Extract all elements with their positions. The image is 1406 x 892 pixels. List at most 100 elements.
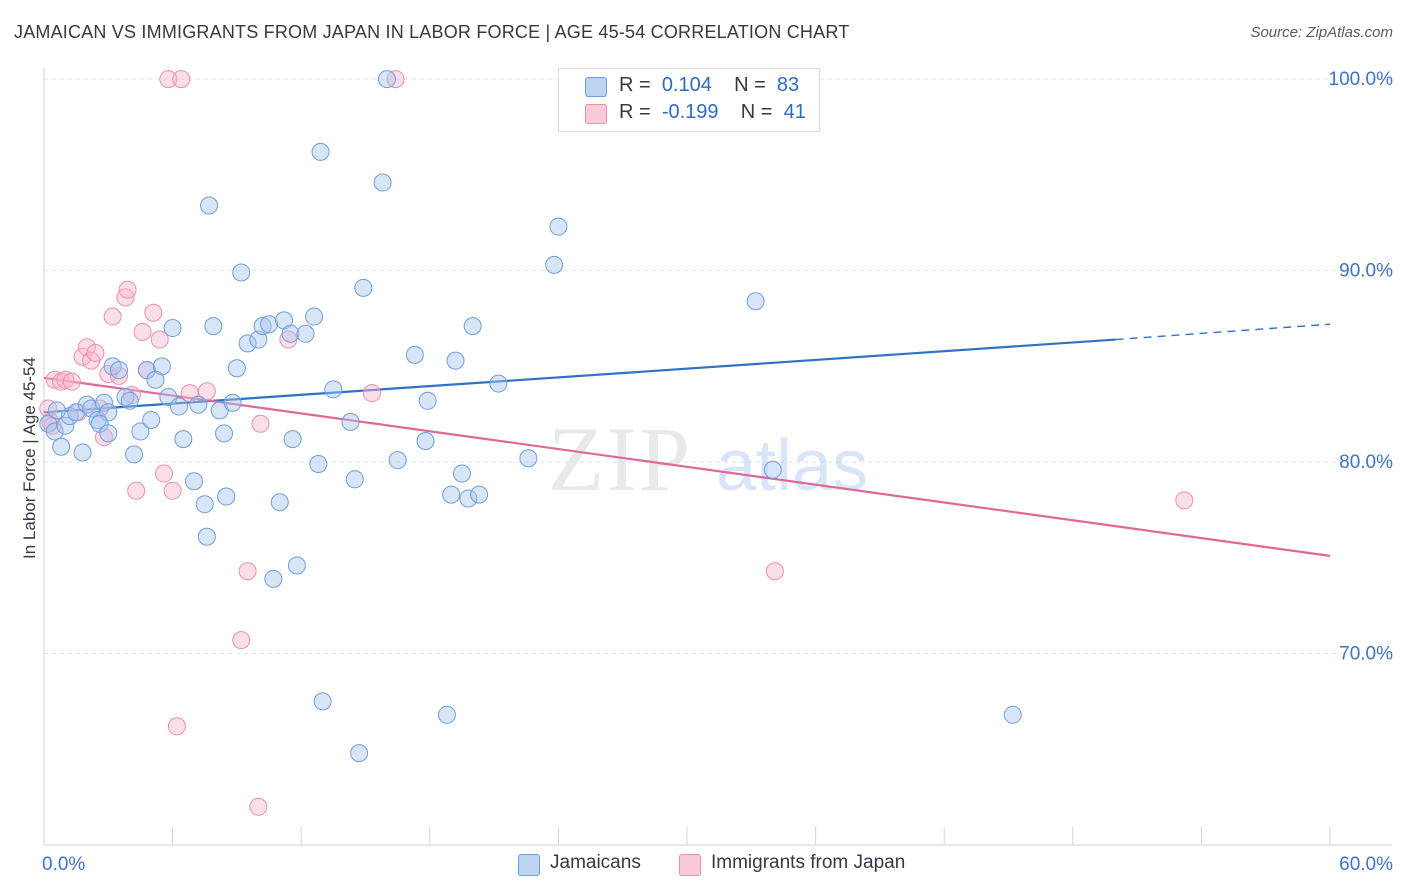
data-point-jamaicans <box>131 422 150 441</box>
data-point-jamaicans <box>174 430 193 449</box>
data-point-jamaicans <box>311 142 330 161</box>
y-tick-label: 100.0% <box>1329 69 1394 90</box>
data-point-jamaicans <box>52 437 71 456</box>
data-point-jamaicans <box>763 460 782 479</box>
data-point-japan <box>144 303 163 322</box>
legend-n-label: N = <box>740 101 773 123</box>
data-point-jamaicans <box>99 424 118 443</box>
data-point-jamaicans <box>67 403 86 422</box>
trend-line-dashed <box>1115 323 1331 341</box>
series-label-jamaicans: Jamaicans <box>550 852 641 873</box>
data-point-japan <box>56 370 75 389</box>
data-point-jamaicans <box>110 361 129 380</box>
data-point-jamaicans <box>195 495 214 514</box>
chart-title: JAMAICAN VS IMMIGRANTS FROM JAPAN IN LAB… <box>14 22 850 42</box>
data-point-japan <box>127 481 146 500</box>
data-point-jamaicans <box>253 317 272 336</box>
data-point-japan <box>238 562 257 581</box>
data-point-jamaicans <box>446 351 465 370</box>
gridlines <box>44 78 1392 655</box>
data-point-jamaicans <box>73 443 92 462</box>
data-point-jamaicans <box>341 412 360 431</box>
data-point-japan <box>155 464 174 483</box>
data-point-jamaicans <box>519 449 538 468</box>
trend-line-japan <box>43 376 1331 557</box>
data-point-japan <box>232 631 251 650</box>
data-point-jamaicans <box>217 487 236 506</box>
data-point-jamaicans <box>746 292 765 311</box>
data-point-jamaicans <box>305 307 324 326</box>
data-point-jamaicans <box>249 330 268 349</box>
data-point-jamaicans <box>416 432 435 451</box>
data-point-japan <box>103 307 122 326</box>
data-point-jamaicans <box>549 217 568 236</box>
data-point-japan <box>118 280 137 299</box>
data-point-jamaicans <box>373 173 392 192</box>
data-point-jamaicans <box>264 569 283 588</box>
y-tick-label: 90.0% <box>1339 261 1393 282</box>
data-point-jamaicans <box>260 315 279 334</box>
data-point-jamaicans <box>200 196 219 215</box>
data-point-jamaicans <box>189 395 208 414</box>
data-point-japan <box>197 382 216 401</box>
y-axis-title: In Labor Force | Age 45-54 <box>20 357 39 559</box>
watermark-atlas: atlas <box>716 426 868 506</box>
data-point-jamaicans <box>463 317 482 336</box>
series-swatch-japan <box>679 854 701 876</box>
data-point-jamaicans <box>146 370 165 389</box>
data-point-jamaicans <box>545 255 564 274</box>
y-tick-label: 80.0% <box>1339 452 1393 473</box>
legend-n-label: N = <box>734 74 766 96</box>
legend-r-label: R = <box>619 101 651 123</box>
tick-labels: 70.0% 80.0% 90.0% 100.0% 0.0% 60.0% In Labor F… <box>20 69 1393 875</box>
data-point-japan <box>62 372 81 391</box>
data-point-japan <box>249 797 268 816</box>
data-point-jamaicans <box>296 324 315 343</box>
legend-r-value: -0.199 <box>661 101 719 123</box>
data-point-jamaicans <box>287 556 306 575</box>
data-point-jamaicans <box>1003 705 1022 724</box>
data-point-jamaicans <box>470 485 489 504</box>
y-tick-label: 70.0% <box>1339 644 1393 665</box>
axes <box>43 68 1392 846</box>
data-point-japan <box>362 384 381 403</box>
data-point-jamaicans <box>232 263 251 282</box>
data-point-japan <box>77 338 96 357</box>
data-point-japan <box>1175 491 1194 510</box>
data-point-jamaicans <box>197 527 216 546</box>
data-point-japan <box>167 717 186 736</box>
x-tick-label: 60.0% <box>1339 854 1393 875</box>
data-point-japan <box>765 562 784 581</box>
data-point-jamaicans <box>459 489 478 508</box>
trend-line-jamaicans <box>43 323 1331 414</box>
data-point-jamaicans <box>120 391 139 410</box>
legend-r-value: 0.104 <box>661 74 712 96</box>
data-point-jamaicans <box>185 472 204 491</box>
data-point-jamaicans <box>309 454 328 473</box>
correlation-legend: R = 0.104 N = 83 R = -0.199 N = 41 <box>558 68 820 132</box>
data-point-jamaicans <box>170 397 189 416</box>
data-point-jamaicans <box>47 401 66 420</box>
data-point-jamaicans <box>350 744 369 763</box>
data-point-jamaicans <box>270 493 289 512</box>
series-swatch-jamaicans <box>518 854 540 876</box>
data-point-jamaicans <box>283 430 302 449</box>
watermark-zip: ZIP <box>548 408 692 510</box>
points-jamaicans <box>39 70 1022 763</box>
data-point-jamaicans <box>215 424 234 443</box>
source-label: Source: ZipAtlas.com <box>1250 24 1393 41</box>
data-point-japan <box>110 366 129 385</box>
data-point-jamaicans <box>56 416 75 435</box>
legend-n-value: 83 <box>776 74 800 96</box>
data-point-japan <box>251 414 270 433</box>
data-point-jamaicans <box>452 464 471 483</box>
data-point-jamaicans <box>489 374 508 393</box>
data-point-jamaicans <box>142 410 161 429</box>
data-point-jamaicans <box>125 445 144 464</box>
data-point-jamaicans <box>223 393 242 412</box>
data-point-jamaicans <box>204 317 223 336</box>
data-point-jamaicans <box>324 380 343 399</box>
data-point-jamaicans <box>345 470 364 489</box>
data-point-japan <box>163 481 182 500</box>
